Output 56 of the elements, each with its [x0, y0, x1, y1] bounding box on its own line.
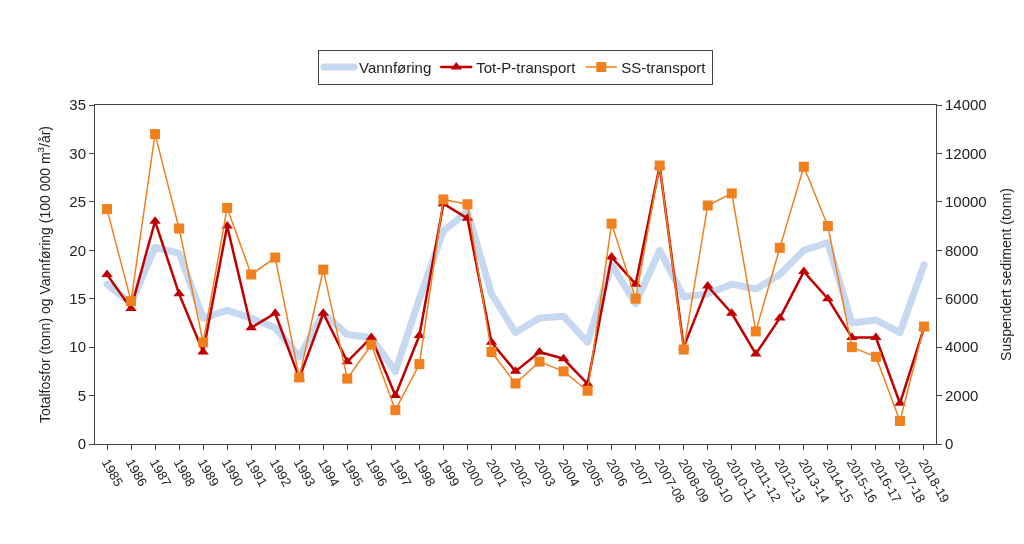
y2-axis-title: Suspendert sediment (tonn): [998, 188, 1015, 361]
point: [630, 293, 641, 304]
y2-tick-label: 12000: [945, 144, 987, 162]
y-tick-label: 10: [69, 338, 86, 356]
legend-label: SS-transport: [621, 58, 707, 76]
y-tick-label: 35: [69, 96, 86, 114]
y2-tick-label: 4000: [945, 338, 979, 356]
point: [486, 346, 497, 357]
y-tick-label: 5: [77, 386, 86, 404]
point: [342, 373, 353, 384]
point: [318, 264, 329, 275]
point: [390, 405, 401, 416]
point: [822, 221, 833, 232]
point: [438, 194, 449, 205]
point: [774, 242, 785, 253]
point: [174, 223, 185, 234]
y2-tick-label: 10000: [945, 193, 987, 211]
point: [702, 200, 713, 211]
y-tick-label: 15: [69, 289, 86, 307]
point: [750, 326, 761, 337]
point: [222, 202, 233, 213]
legend-label: Tot-P-transport: [476, 58, 577, 76]
point: [245, 322, 257, 331]
point: [678, 344, 689, 355]
point: [750, 348, 762, 357]
y2-tick-label: 14000: [945, 96, 987, 114]
y2-tick-label: 8000: [945, 241, 979, 259]
point: [798, 161, 809, 172]
point: [870, 351, 881, 362]
point: [606, 218, 617, 229]
point: [558, 366, 569, 377]
point: [822, 293, 834, 302]
point: [102, 204, 113, 215]
point: [798, 266, 810, 275]
y2-tick-label: 2000: [945, 386, 979, 404]
point: [582, 385, 593, 396]
y2-tick-label: 6000: [945, 289, 979, 307]
y2-tick-label: 0: [945, 435, 954, 453]
point: [198, 337, 209, 348]
point: [534, 356, 545, 367]
point: [366, 339, 377, 350]
y-tick-label: 25: [69, 193, 86, 211]
y-tick-label: 30: [69, 144, 86, 162]
point: [894, 416, 905, 426]
point: [462, 199, 473, 210]
point: [510, 378, 521, 389]
point: [726, 188, 737, 199]
point: [414, 359, 425, 370]
point: [246, 269, 257, 280]
point: [126, 296, 137, 307]
point: [150, 129, 161, 140]
y-tick-label: 0: [77, 435, 86, 453]
point: [846, 342, 857, 353]
legend-label: Vannføring: [359, 58, 432, 76]
point: [270, 252, 281, 263]
y-tick-label: 20: [69, 241, 86, 259]
